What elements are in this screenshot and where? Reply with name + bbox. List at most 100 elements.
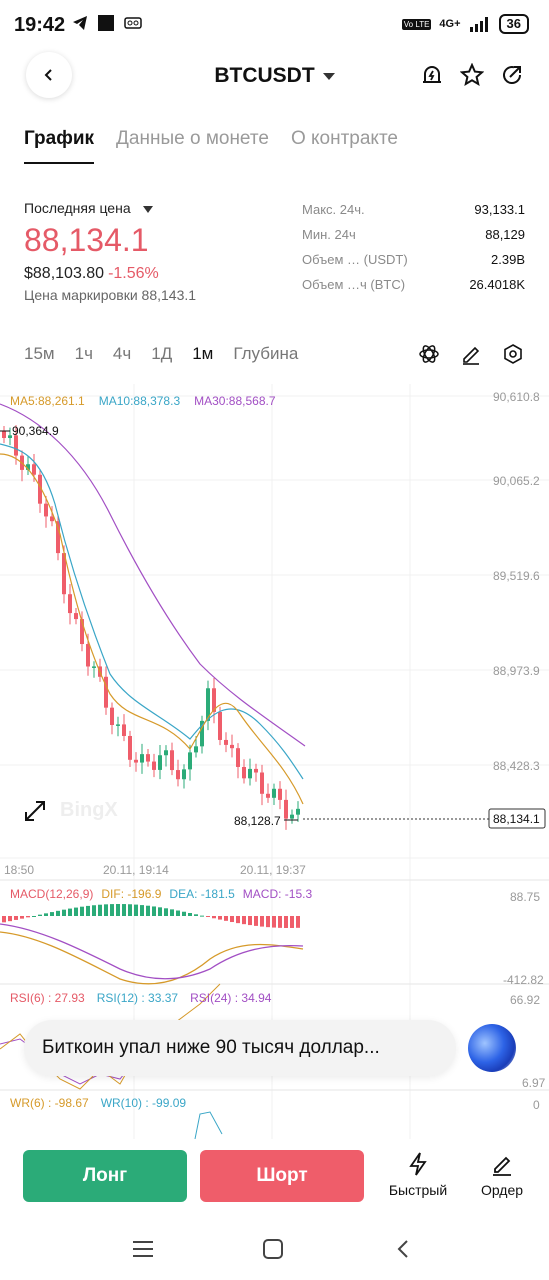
rsi-axis-label: 66.92	[510, 993, 540, 1007]
candle-body	[134, 759, 138, 763]
candle-body	[182, 769, 186, 780]
system-back-button[interactable]	[388, 1234, 418, 1264]
header: BTCUSDT	[0, 50, 549, 106]
macd-bar	[266, 916, 270, 928]
macd-value: MACD: -15.3	[242, 887, 313, 901]
dif-value: DIF: -196.9	[101, 887, 162, 901]
macd-bar	[218, 916, 222, 920]
stat-row: Объем …ч (BTC) 26.4018K	[302, 277, 525, 302]
usd-price-line: $88,103.80 -1.56%	[24, 265, 196, 283]
price-axis-label: 89,519.6	[493, 569, 540, 583]
candle-body	[122, 724, 126, 736]
macd-bar	[2, 916, 6, 923]
macd-bar	[110, 904, 114, 916]
status-bar: 19:42 Vo LTE 4G+ 36	[0, 0, 549, 50]
dif-line	[0, 931, 304, 985]
dea-value: DEA: -181.5	[169, 887, 235, 901]
macd-bar	[200, 915, 204, 917]
interval-depth[interactable]: Глубина	[233, 344, 299, 363]
signal-icon	[469, 17, 488, 32]
fullscreen-icon[interactable]	[25, 801, 45, 821]
long-button[interactable]: Лонг	[23, 1150, 187, 1202]
back-button[interactable]	[26, 52, 72, 98]
square-icon	[263, 1239, 283, 1259]
price-alert-button[interactable]	[419, 62, 445, 88]
news-banner[interactable]: Биткоин упал ниже 90 тысяч доллар...	[24, 1020, 456, 1076]
macd-histogram	[2, 904, 300, 928]
draw-button[interactable]	[459, 342, 483, 366]
chart-settings-button[interactable]	[501, 342, 525, 366]
candle-body	[230, 744, 234, 749]
tab-contract[interactable]: О контракте	[290, 128, 398, 149]
macd-bar	[212, 916, 216, 919]
macd-bar	[182, 911, 186, 916]
telegram-icon	[73, 16, 87, 30]
macd-bar	[224, 916, 228, 921]
interval-4h[interactable]: 4ч	[112, 344, 132, 363]
tab-chart[interactable]: График	[24, 128, 95, 164]
candle-body	[38, 474, 42, 504]
interval-1h[interactable]: 1ч	[74, 344, 93, 363]
stat-value: 2.39B	[491, 252, 525, 267]
favorite-button[interactable]	[459, 62, 485, 88]
recent-apps-button[interactable]	[128, 1234, 158, 1264]
indicators-button[interactable]	[417, 342, 441, 366]
candle-body	[14, 435, 18, 456]
candle-body	[164, 750, 168, 756]
candle-body	[2, 431, 6, 439]
rsi12-value: RSI(12) : 33.37	[96, 991, 179, 1005]
macd-bar	[290, 916, 294, 928]
stat-value: 88,129	[485, 227, 525, 242]
candle-body	[218, 711, 222, 740]
stat-label: Объем … (USDT)	[302, 252, 408, 267]
macd-axis-label: 88.75	[510, 890, 540, 904]
voicemail-icon	[124, 17, 142, 29]
candle-body	[62, 553, 66, 595]
stat-row: Мин. 24ч 88,129	[302, 227, 525, 252]
status-notification-icons	[72, 15, 142, 31]
share-arrow-icon	[503, 66, 522, 84]
quick-trade-button[interactable]: Быстрый	[383, 1152, 453, 1198]
kline-chart[interactable]: 90,364.9 88,128.7 88,134.1 90,610.8 90,0…	[0, 384, 549, 1139]
macd-bar	[134, 904, 138, 916]
macd-bar	[236, 916, 240, 924]
candle-body	[254, 768, 258, 773]
macd-axis-label: -412.82	[503, 973, 544, 987]
pair-selector[interactable]: BTCUSDT	[0, 64, 549, 88]
macd-bar	[146, 905, 150, 916]
share-button[interactable]	[499, 62, 525, 88]
ma30-value: MA30:88,568.7	[194, 394, 276, 408]
last-price-selector[interactable]: Последняя цена	[24, 200, 196, 216]
order-button[interactable]: Ордер	[467, 1152, 537, 1198]
macd-bar	[248, 916, 252, 926]
candle-body	[242, 766, 246, 779]
menu-lines-icon	[133, 1241, 153, 1257]
macd-bar	[38, 914, 42, 916]
wr6-value: WR(6) : -98.67	[10, 1096, 89, 1110]
macd-bar	[188, 912, 192, 916]
caret-down-icon	[142, 206, 153, 213]
tab-coin-data[interactable]: Данные о монете	[116, 128, 269, 149]
interval-15m[interactable]: 15м	[24, 344, 55, 363]
order-label: Ордер	[480, 1182, 524, 1198]
macd-legend: MACD(12,26,9) DIF: -196.9 DEA: -181.5 MA…	[10, 887, 312, 901]
candle-body	[8, 435, 12, 439]
ai-assistant-button[interactable]	[468, 1024, 516, 1072]
mark-price: Цена маркировки 88,143.1	[24, 287, 197, 303]
candle-body	[104, 676, 108, 708]
rsi-legend: RSI(6) : 27.93 RSI(12) : 33.37 RSI(24) :…	[10, 991, 271, 1005]
candle-body	[236, 748, 240, 767]
candle-body	[128, 735, 132, 760]
network-type: 4G+	[439, 18, 461, 30]
candle-body	[32, 464, 36, 475]
candle-body	[158, 755, 162, 770]
interval-1m[interactable]: 1м	[192, 344, 214, 363]
short-button[interactable]: Шорт	[200, 1150, 364, 1202]
macd-bar	[170, 909, 174, 916]
candle-body	[170, 750, 174, 771]
home-button[interactable]	[258, 1234, 288, 1264]
candle-body	[86, 644, 90, 667]
macd-bar	[80, 906, 84, 916]
rsi-axis-label: 6.97	[522, 1076, 546, 1090]
interval-1d[interactable]: 1Д	[151, 344, 173, 363]
